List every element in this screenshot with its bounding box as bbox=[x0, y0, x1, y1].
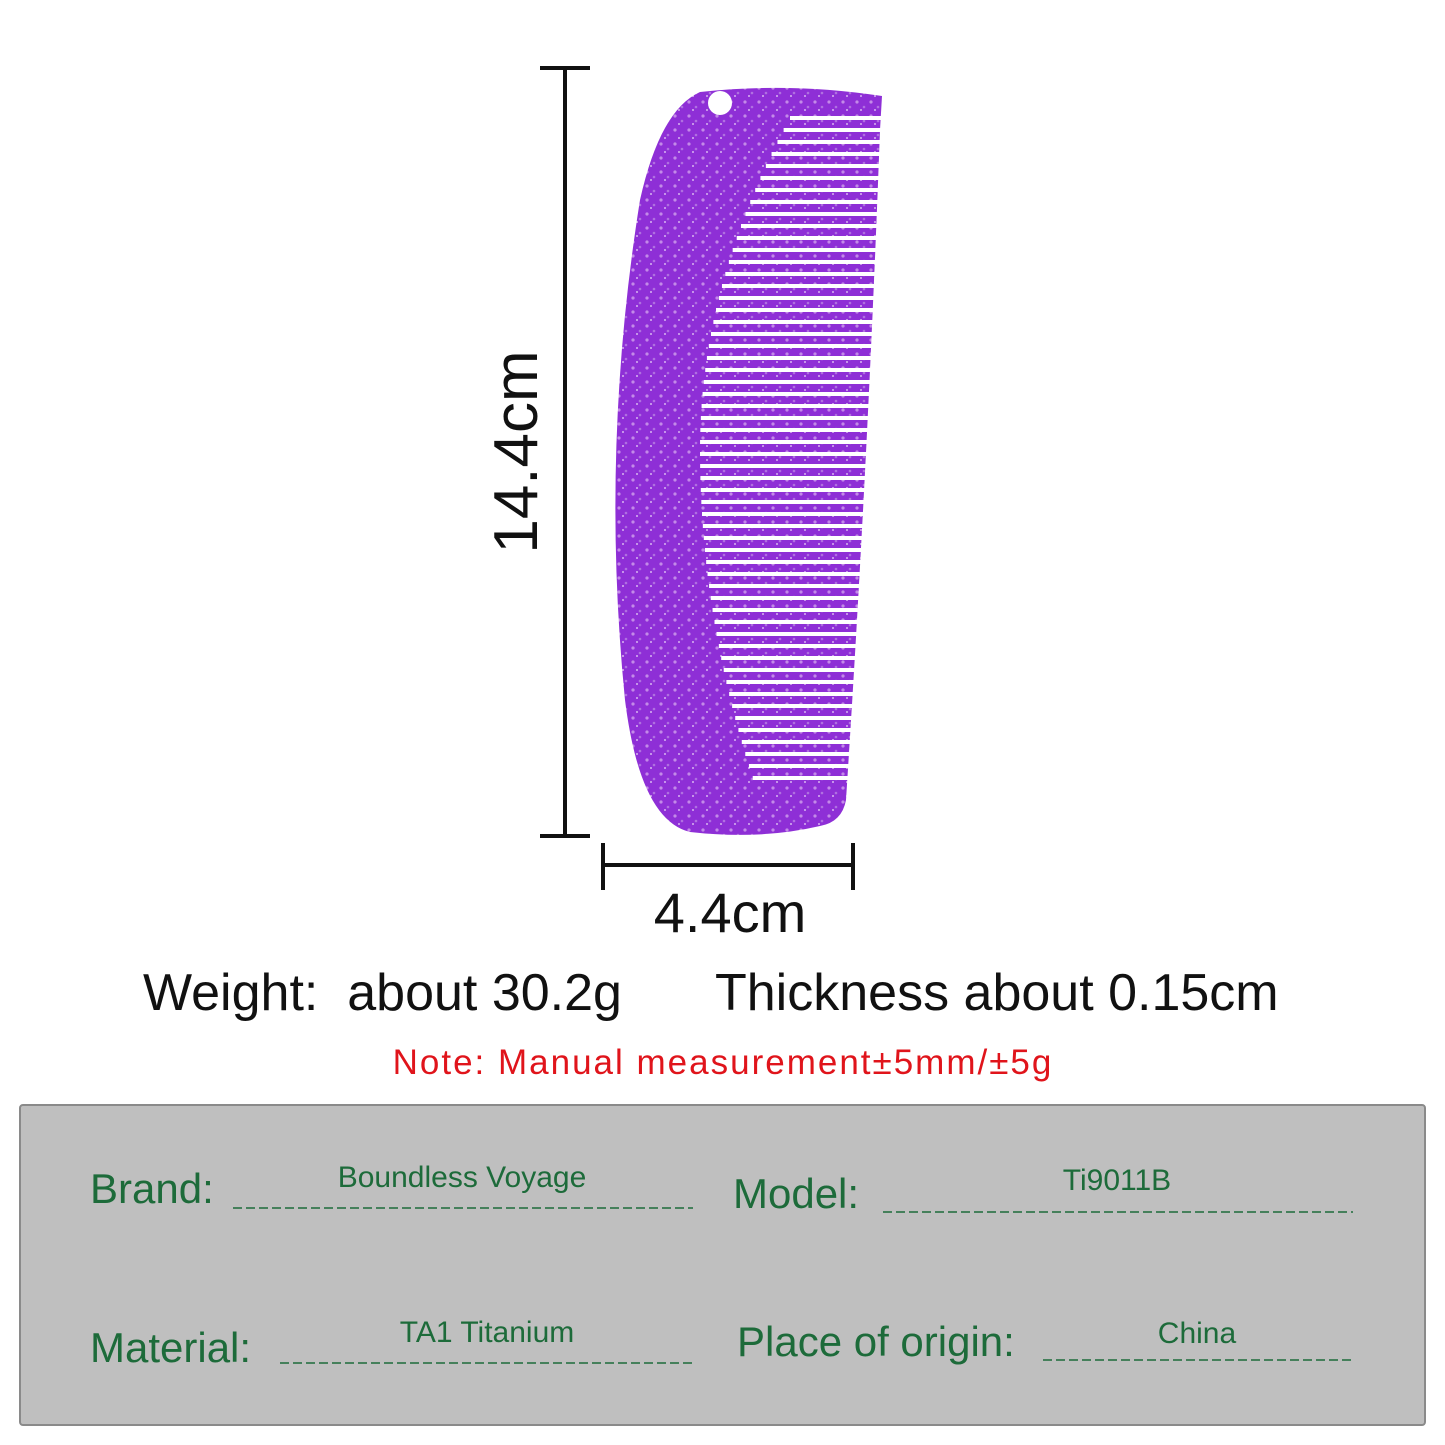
tooth-gap bbox=[745, 752, 850, 756]
tooth-gap bbox=[700, 440, 868, 444]
tooth-gap bbox=[714, 620, 858, 624]
width-label: 4.4cm bbox=[654, 881, 807, 944]
tooth-gap bbox=[777, 140, 885, 144]
tooth-gap bbox=[702, 392, 871, 396]
tooth-gap bbox=[721, 656, 856, 660]
tooth-gap bbox=[703, 380, 871, 384]
comb-body bbox=[615, 87, 882, 835]
width-dimension bbox=[601, 843, 855, 890]
tooth-gap bbox=[706, 356, 873, 360]
tooth-gap bbox=[701, 500, 865, 504]
tooth-gap bbox=[721, 284, 877, 288]
tooth-gap bbox=[710, 596, 859, 600]
tooth-gap bbox=[702, 524, 863, 528]
thickness-text: Thickness about 0.15cm bbox=[715, 964, 1279, 1022]
tooth-gap bbox=[741, 740, 851, 744]
tooth-gap bbox=[755, 188, 882, 192]
spec-value: Boundless Voyage bbox=[338, 1161, 587, 1194]
tooth-gap bbox=[765, 164, 884, 168]
spec-value: Ti9011B bbox=[1063, 1164, 1171, 1197]
tooth-gap bbox=[726, 680, 854, 684]
tooth-gap bbox=[752, 776, 849, 780]
tooth-gap bbox=[700, 464, 867, 468]
spec-label: Material: bbox=[90, 1324, 251, 1371]
tooth-gap bbox=[718, 296, 876, 300]
tooth-gap bbox=[702, 512, 864, 516]
spec-rows: Brand: Boundless Voyage Model: Ti9011B Mater… bbox=[90, 1161, 1353, 1371]
tooth-gap bbox=[713, 320, 875, 324]
tooth-gap bbox=[700, 428, 869, 432]
tooth-gap bbox=[700, 476, 866, 480]
tooth-gap bbox=[750, 200, 882, 204]
tooth-gap bbox=[705, 368, 872, 372]
weight-text: Weight: about 30.2g bbox=[143, 964, 622, 1022]
tooth-gap bbox=[716, 632, 857, 636]
tooth-gap bbox=[783, 128, 886, 132]
tooth-gap bbox=[728, 260, 878, 264]
tooth-gap bbox=[738, 728, 851, 732]
tooth-gap bbox=[790, 116, 886, 120]
tooth-gap bbox=[723, 668, 855, 672]
tooth-gap bbox=[710, 332, 874, 336]
tooth-gap bbox=[712, 608, 858, 612]
tooth-gap bbox=[740, 224, 880, 228]
tooth-gap bbox=[700, 452, 867, 456]
tooth-gap bbox=[703, 536, 862, 540]
spec-label: Brand: bbox=[90, 1165, 214, 1212]
spec-value: TA1 Titanium bbox=[400, 1316, 575, 1349]
tooth-gap bbox=[729, 692, 854, 696]
tooth-gap bbox=[760, 176, 883, 180]
spec-value: China bbox=[1158, 1317, 1237, 1350]
tooth-gap bbox=[704, 548, 862, 552]
tooth-gap bbox=[748, 764, 849, 768]
tooth-gap bbox=[706, 560, 861, 564]
tooth-gap bbox=[708, 344, 873, 348]
tooth-gap bbox=[700, 416, 869, 420]
tooth-gap bbox=[716, 308, 876, 312]
tooth-gap bbox=[745, 212, 881, 216]
tooth-gap bbox=[700, 488, 865, 492]
hang-hole bbox=[708, 91, 732, 115]
tooth-gap bbox=[725, 272, 878, 276]
note-text: Note: Manual measurement±5mm/±5g bbox=[393, 1043, 1054, 1082]
tooth-gap bbox=[732, 704, 853, 708]
spec-label: Model: bbox=[733, 1170, 859, 1217]
height-label: 14.4cm bbox=[482, 350, 551, 553]
tooth-gap bbox=[736, 236, 880, 240]
tooth-gap bbox=[709, 584, 860, 588]
height-dimension bbox=[540, 66, 590, 838]
tooth-gap bbox=[707, 572, 860, 576]
tooth-gap bbox=[735, 716, 852, 720]
tooth-gap bbox=[701, 404, 870, 408]
tooth-gap bbox=[732, 248, 879, 252]
tooth-gap bbox=[771, 152, 884, 156]
spec-label: Place of origin: bbox=[737, 1318, 1015, 1365]
tooth-gap bbox=[718, 644, 856, 648]
spec-panel bbox=[19, 1104, 1426, 1426]
comb bbox=[615, 87, 886, 835]
